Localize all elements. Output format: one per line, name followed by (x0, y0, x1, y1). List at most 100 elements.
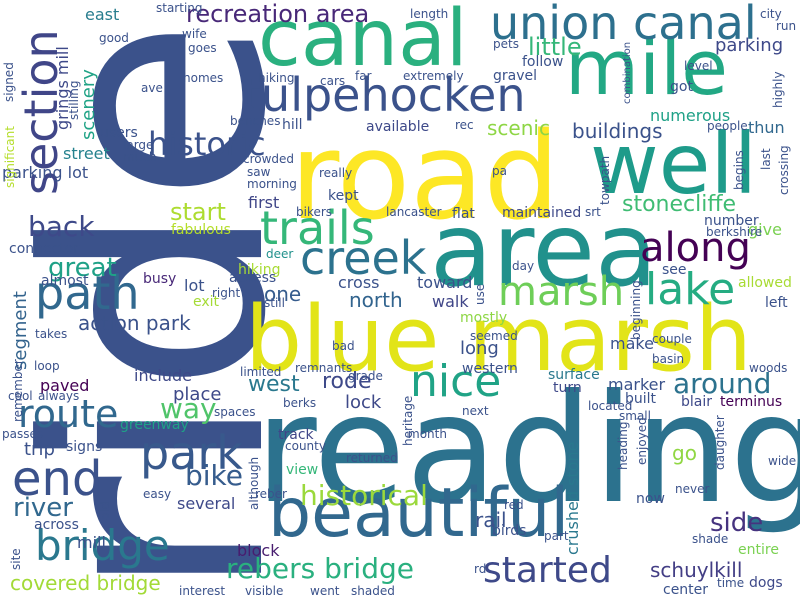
cloud-word: reading (255, 363, 800, 537)
cloud-word: maintained (502, 205, 582, 221)
cloud-word: thun (748, 118, 785, 137)
cloud-word: begins (732, 150, 746, 190)
cloud-word: rec (455, 118, 474, 132)
cloud-word: seemed (470, 329, 518, 343)
cloud-word: deer (266, 247, 294, 261)
cloud-word: parking (715, 35, 784, 56)
cloud-word: couple (652, 332, 692, 346)
cloud-word: limited (240, 365, 282, 379)
cloud-word: entire (738, 542, 779, 558)
cloud-word: mill (77, 533, 106, 552)
cloud-word: always (38, 389, 80, 403)
cloud-word: follow (522, 54, 564, 70)
cloud-word: include (134, 366, 192, 385)
cloud-word: left (765, 295, 788, 311)
cloud-word: shaded (351, 584, 395, 598)
cloud-word: east (85, 5, 120, 24)
cloud-word: built (625, 391, 657, 407)
cloud-word: first (248, 193, 280, 212)
cloud-word: ave (141, 81, 163, 95)
cloud-word: dogs (749, 575, 783, 591)
cloud-word: blue marsh (245, 287, 752, 392)
cloud-word: good (99, 31, 129, 45)
cloud-word: saw (247, 165, 271, 179)
cloud-word: fabulous (171, 222, 231, 238)
cloud-word: flat (452, 206, 475, 222)
cloud-word: greenway (120, 417, 189, 433)
cloud-word: walk (432, 292, 469, 311)
cloud-word: action park (78, 311, 191, 335)
cloud-word: creek (300, 231, 427, 285)
cloud-word: block (237, 541, 280, 560)
cloud-word: rebers bridge (226, 552, 414, 585)
cloud-word: right (212, 286, 241, 300)
cloud-word: tulpehocken (243, 68, 526, 122)
cloud-word: scenery (78, 69, 99, 140)
cloud-word: lock (345, 392, 382, 413)
cloud-word: toward (417, 273, 473, 292)
cloud-word: west (248, 372, 300, 397)
cloud-word: berks (283, 396, 317, 410)
cloud-word: surface (548, 367, 600, 383)
cloud-word: path (35, 266, 140, 320)
cloud-word: blair (681, 394, 713, 410)
cloud-word: beginning (629, 280, 643, 340)
cloud-word: bridge (35, 521, 170, 570)
cloud-word: bike (185, 459, 243, 492)
cloud-word: busy (143, 271, 177, 287)
cloud-word: trip (24, 439, 55, 460)
cloud-word: hiking (258, 71, 295, 85)
cloud-word: turn (553, 380, 582, 396)
cloud-word: shade (692, 532, 729, 546)
cloud-word: rd (474, 562, 487, 576)
cloud-word: historical (300, 479, 428, 512)
cloud-word: road (290, 108, 560, 247)
cloud-word: trails (260, 201, 375, 255)
cloud-word: loop (34, 359, 60, 373)
cloud-word: around (673, 367, 772, 400)
cloud-word: returned (346, 451, 398, 465)
cloud-word: street (63, 144, 110, 163)
cloud-word: lancaster (386, 205, 442, 219)
cloud-word: woods (749, 361, 788, 375)
cloud-word: crowded (243, 152, 295, 166)
cloud-word: heading (616, 421, 630, 470)
cloud-word: long (460, 338, 499, 359)
cloud-word: lake (645, 264, 736, 315)
cloud-word: almost (41, 273, 89, 289)
cloud-word: homes (183, 71, 224, 85)
cloud-word: river (13, 493, 73, 523)
cloud-word: birds (492, 523, 527, 539)
cloud-word: exit (193, 294, 220, 310)
cloud-word: takes (35, 327, 68, 341)
cloud-word: available (366, 119, 430, 135)
cloud-word: signed (2, 62, 16, 102)
cloud-word: gravel (493, 68, 538, 84)
cloud-word: still (264, 296, 285, 310)
cloud-word: spaces (214, 405, 256, 419)
cloud-word: back (28, 210, 95, 243)
cloud-word: kept (328, 188, 359, 204)
cloud-word: time (717, 576, 745, 590)
cloud-word: well (590, 115, 758, 213)
cloud-word: western (462, 361, 518, 377)
cloud-word: although (247, 456, 261, 510)
cloud-word: cars (320, 74, 346, 88)
cloud-word: highly (771, 71, 785, 108)
cloud-word: north (349, 288, 403, 312)
cloud-word: beautiful (268, 474, 570, 553)
cloud-word: much (123, 150, 157, 164)
cloud-word: see (662, 262, 687, 278)
cloud-word: scenic (487, 116, 550, 140)
cloud-word: red (504, 498, 524, 512)
cloud-word: along (640, 225, 751, 271)
cloud-word: small (619, 409, 651, 423)
cloud-word: passes (2, 427, 44, 441)
cloud-word: never (675, 482, 710, 496)
cloud-word: start (170, 198, 226, 226)
cloud-word: end (12, 451, 103, 507)
cloud-word: srt (585, 205, 601, 219)
cloud-word: old (98, 501, 112, 520)
cloud-word: across (34, 517, 79, 533)
cloud-word: bikers (296, 205, 333, 219)
